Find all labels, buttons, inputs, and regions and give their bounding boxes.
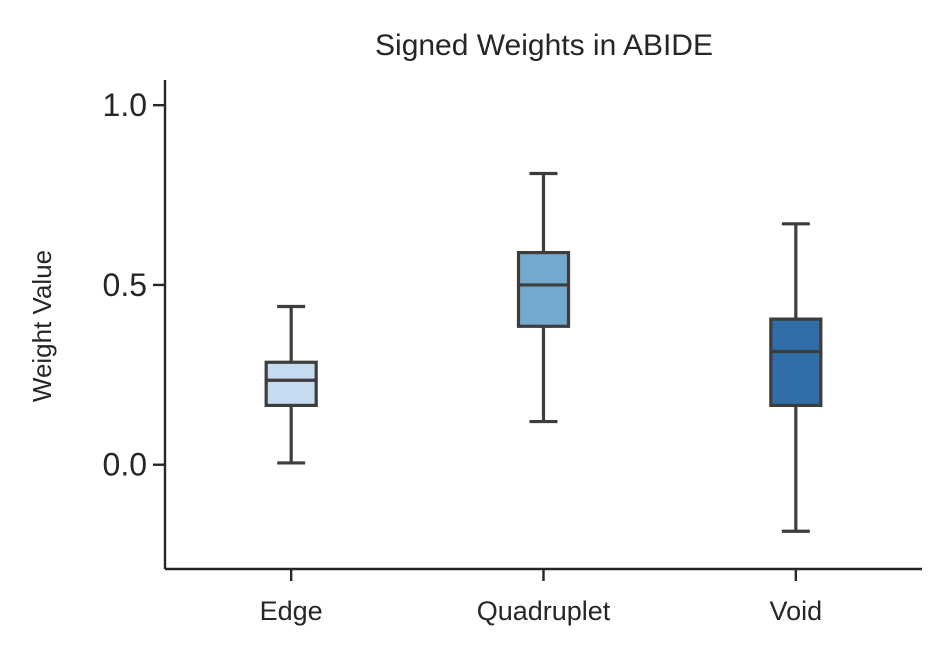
y-axis-label: Weight Value xyxy=(27,250,57,402)
box-edge xyxy=(264,360,318,408)
plot-area: 0.0 0.5 1.0 Edge Quadruplet Void xyxy=(103,80,922,626)
x-tick-label: Edge xyxy=(260,596,323,626)
x-tick-label: Quadruplet xyxy=(477,596,611,626)
y-tick-label: 0.0 xyxy=(103,447,147,483)
y-tick-label: 1.0 xyxy=(103,87,147,123)
x-tick-label: Void xyxy=(770,596,823,626)
chart-title: Signed Weights in ABIDE xyxy=(375,29,713,62)
y-tick-label: 0.5 xyxy=(103,267,147,303)
box-void xyxy=(769,317,823,408)
box-quadruplet xyxy=(516,250,571,328)
